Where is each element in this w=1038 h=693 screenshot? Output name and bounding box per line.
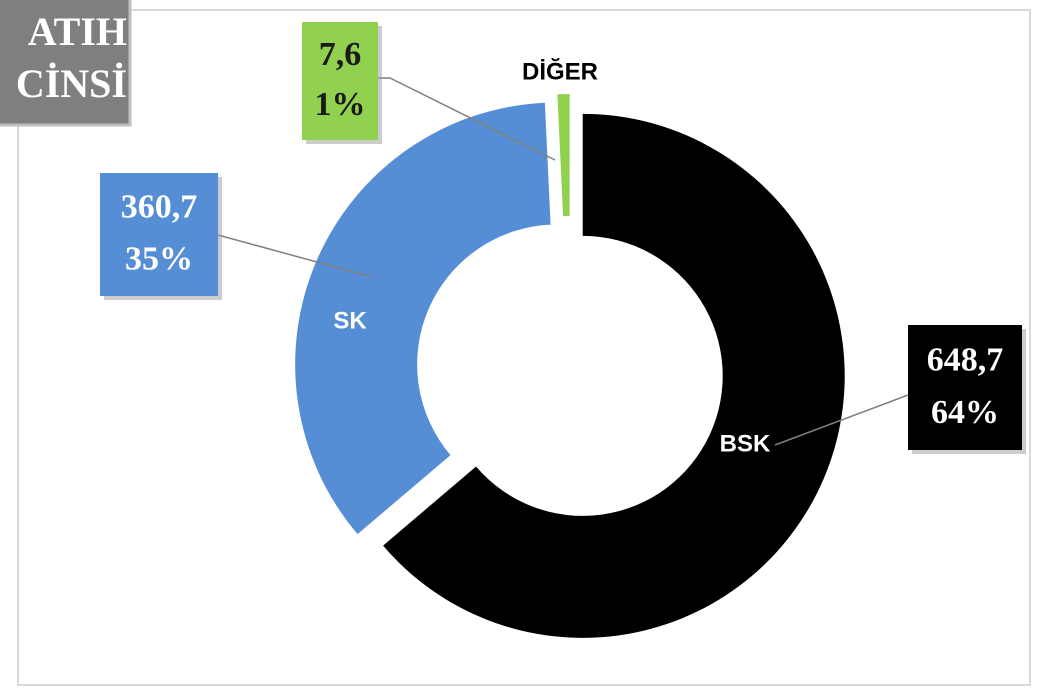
category-label: SK <box>333 307 367 334</box>
label-box <box>100 173 218 296</box>
value-label: 360,7 <box>121 189 198 226</box>
category-label: BSK <box>720 430 771 457</box>
value-label: 7,6 <box>319 36 362 73</box>
percentage-label: 1% <box>315 86 366 123</box>
donut-slice <box>557 94 570 217</box>
title-line: CİNSİ <box>16 61 127 106</box>
percentage-label: 35% <box>125 240 193 277</box>
label-box <box>302 22 378 140</box>
percentage-label: 64% <box>931 394 999 431</box>
label-box <box>908 325 1022 450</box>
donut-slice <box>295 102 551 535</box>
leader-line <box>217 234 373 278</box>
value-label: 648,7 <box>927 341 1004 378</box>
title-background <box>0 0 132 127</box>
donut-slice <box>383 113 845 638</box>
title-line: ATIH <box>28 9 127 54</box>
leader-line <box>774 394 909 446</box>
title-box: ATIH CİNSİ <box>0 0 132 127</box>
category-label: DİĞER <box>522 57 598 85</box>
